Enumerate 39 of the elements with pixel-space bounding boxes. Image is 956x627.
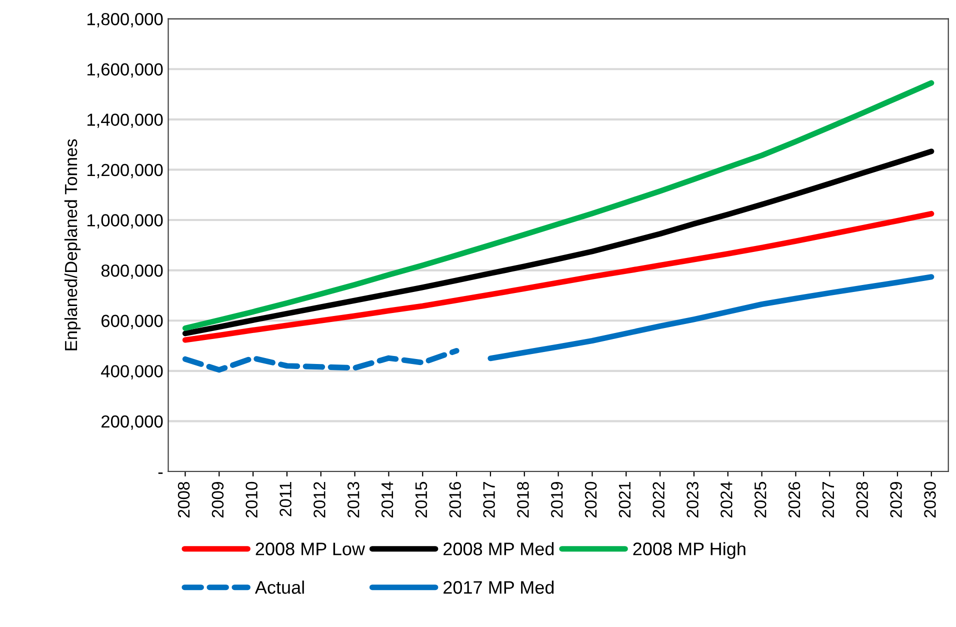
x-tick-label: 2021: [618, 482, 631, 518]
legend-label: 2017 MP Med: [444, 580, 554, 594]
y-tick-label: 400,000: [101, 365, 163, 380]
y-tick-label: 1,200,000: [87, 164, 163, 178]
legend-label: 2008 MP Low: [256, 542, 366, 556]
x-tick-label: 2016: [449, 482, 462, 518]
x-tick-label: 2008: [178, 482, 190, 518]
y-tick-label: 1,800,000: [87, 12, 163, 28]
x-tick-label: 2018: [517, 482, 529, 518]
x-tick-label: 2023: [686, 482, 698, 518]
x-tick-label: 2015: [415, 482, 428, 518]
y-tick-label: 1,400,000: [87, 114, 163, 128]
x-tick-label: 2012: [314, 482, 326, 518]
x-tick-label: 2011: [280, 482, 292, 516]
x-tick-label: 2022: [652, 482, 665, 518]
x-tick-label: 2026: [788, 482, 800, 518]
y-tick-label: 1,000,000: [87, 214, 163, 229]
x-tick-label: 2020: [584, 482, 597, 518]
x-tick-label: 2017: [483, 482, 495, 518]
y-tick-label: -: [158, 472, 163, 474]
x-tick-label: 2025: [754, 482, 766, 518]
y-tick-label: 200,000: [102, 415, 163, 430]
x-tick-label: 2010: [246, 482, 258, 518]
y-axis-title: Enplaned/Deplaned Tonnes: [64, 139, 81, 350]
x-tick-label: 2013: [347, 482, 360, 518]
y-tick-label: 600,000: [102, 314, 163, 330]
x-tick-label: 2014: [381, 482, 394, 518]
legend-label: Actual: [254, 580, 304, 594]
x-tick-label: 2019: [550, 482, 563, 518]
x-tick-label: 2024: [720, 482, 732, 518]
x-tick-label: 2009: [212, 482, 224, 518]
x-tick-label: 2029: [890, 482, 902, 518]
x-tick-label: 2027: [822, 482, 834, 518]
legend-label: 2008 MP Med: [444, 542, 554, 556]
x-tick-label: 2028: [856, 482, 868, 518]
y-tick-label: 800,000: [101, 264, 163, 279]
x-tick-label: 2030: [924, 482, 936, 518]
legend-label: 2008 MP High: [633, 542, 746, 559]
y-tick-label: 1,600,000: [87, 63, 163, 78]
